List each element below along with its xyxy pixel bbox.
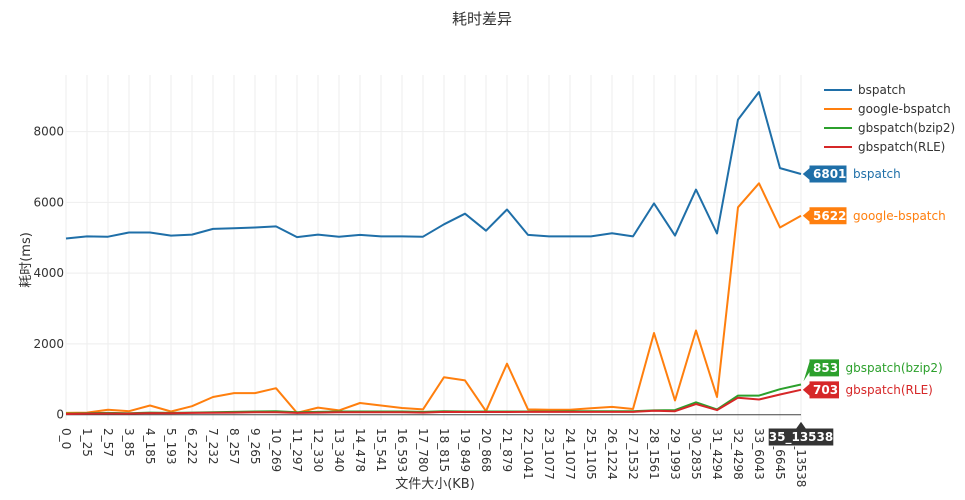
series-line-google-bspatch[interactable] [65,182,802,414]
x-tick-label: 9_265 [248,428,262,465]
x-tick-label: 16_593 [395,428,409,472]
hover-value-label: 703 [813,383,838,397]
x-tick-label: 3_85 [122,428,136,457]
x-tick-label: 33_6043 [752,428,766,480]
x-tick-label: 26_1224 [605,428,619,480]
legend-item-label[interactable]: bspatch [858,83,906,97]
series-lines [65,91,802,415]
x-tick-label: 5_193 [164,428,178,465]
x-tick-label: 13_340 [332,428,346,472]
y-tick-label: 6000 [33,195,64,209]
x-tick-label: 32_4298 [731,428,745,480]
x-tick-label: 10_269 [269,428,283,472]
y-tick-label: 4000 [33,266,64,280]
hover-series-name: google-bspatch [853,209,946,223]
x-axis-title: 文件大小(KB) [395,477,475,492]
legend-item-label[interactable]: google-bspatch [858,102,951,116]
x-tick-label: 27_1532 [626,428,640,480]
hover-x-label: 35_13538 [769,430,833,445]
x-tick-label: 23_1077 [542,428,556,480]
x-tick-label: 19_849 [458,428,472,472]
y-tick-label: 2000 [33,337,64,351]
series-line-bspatch[interactable] [65,91,802,240]
x-tick-label: 20_868 [479,428,493,472]
y-tick-label: 0 [56,408,64,422]
hover-series-name: gbspatch(RLE) [846,383,933,397]
x-tick-label: 6_222 [185,428,199,465]
y-axis-title: 耗时(ms) [19,232,34,288]
x-tick-label: 14_478 [353,428,367,472]
x-tick-label: 24_1077 [563,428,577,480]
hover-value-label: 853 [813,361,838,375]
hover-label-box [801,164,848,184]
legend[interactable]: bspatch google-bspatch gbspatch(bzip2) gbsp… [824,83,955,154]
x-tick-label: 30_2835 [689,428,703,480]
hover-value-label: 5622 [813,209,846,223]
x-tick-label: 12_330 [311,428,325,472]
y-axis-ticks: 0 2000 4000 6000 8000 [33,125,64,422]
series-line-gbspatch-rle-[interactable] [65,388,802,415]
hover-series-name: bspatch [853,167,901,181]
x-tick-label: 0_0 [59,428,73,449]
grid [65,75,802,420]
x-tick-label: 25_1105 [584,428,598,480]
x-tick-label: 21_879 [500,428,514,472]
hover-value-label: 6801 [813,167,846,181]
hover-label-box [801,206,848,226]
x-tick-label: 22_1041 [521,428,535,480]
hover-x-label-box [767,420,835,447]
x-axis-ticks: 0_0 1_25 2_57 3_85 4_185 5_193 6_222 7_232 8_257… [59,428,808,487]
hover-label-box [801,358,840,385]
hover-series-name: gbspatch(bzip2) [846,361,943,375]
x-tick-label: 1_25 [80,428,94,457]
chart-title: 耗时差异 [452,10,512,28]
x-tick-label: 8_257 [227,428,241,465]
hover-label-box [801,380,840,400]
x-tick-label: 17_780 [416,428,430,472]
x-tick-label: 29_1993 [668,428,682,480]
x-tick-label: 31_4294 [710,428,724,480]
x-tick-label: 18_815 [437,428,451,472]
legend-item-label[interactable]: gbspatch(bzip2) [858,121,955,135]
x-tick-label: 7_232 [206,428,220,465]
x-tick-label: 4_185 [143,428,157,465]
hover-labels: 6801 bspatch 5622 google-bspatch 853 gbspatch… [767,164,946,447]
x-tick-label: 2_57 [101,428,115,457]
legend-item-label[interactable]: gbspatch(RLE) [858,140,945,154]
x-tick-label: 28_1561 [647,428,661,480]
y-tick-label: 8000 [33,125,64,139]
x-tick-label: 15_541 [374,428,388,472]
x-tick-label: 11_297 [290,428,304,472]
